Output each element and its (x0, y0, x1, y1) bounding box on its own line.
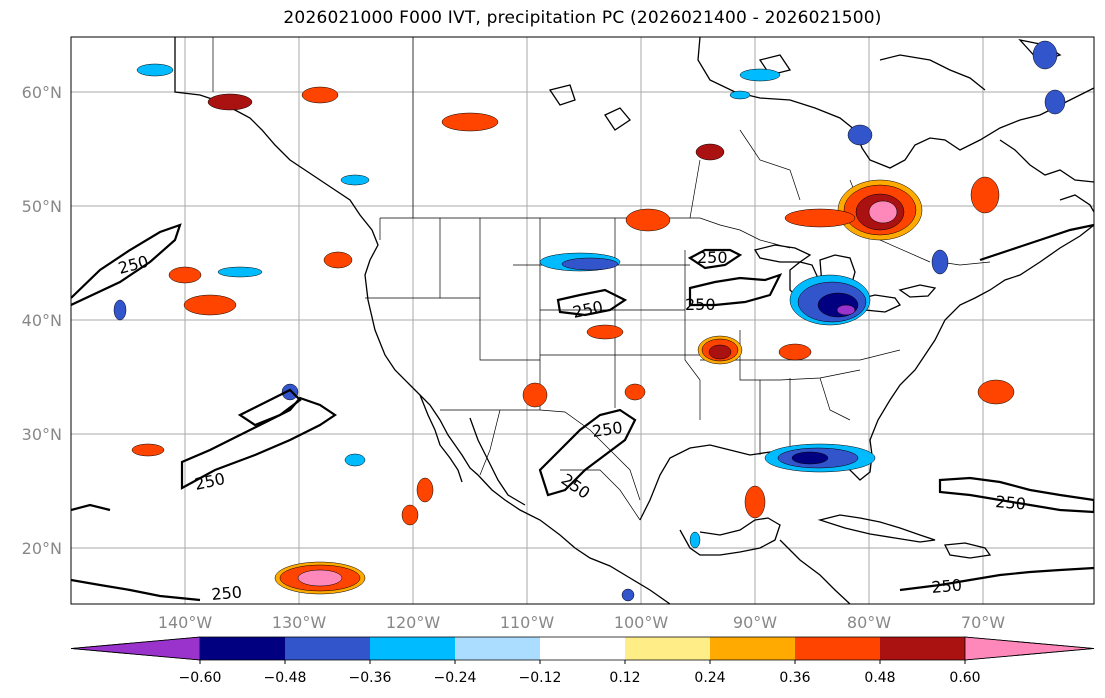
colorbar-box (455, 637, 540, 660)
contour-label: 250 (591, 418, 624, 441)
longitude-label: 100°W (614, 613, 669, 632)
colorbar-tick-label: −0.36 (349, 670, 392, 686)
colorbar-tick-label: −0.12 (519, 670, 562, 686)
longitude-label: 120°W (386, 613, 441, 632)
longitude-label: 140°W (158, 613, 213, 632)
map-frame (70, 36, 1095, 605)
map-title: 2026021000 F000 IVT, precipitation PC (2… (283, 8, 882, 28)
contour-label: 250 (685, 295, 716, 314)
colorbar-tick-label: −0.60 (179, 670, 222, 686)
colorbar-outline (70, 636, 1095, 661)
latitude-label: 60°N (22, 83, 62, 102)
colorbar-tick-label: 0.12 (609, 670, 640, 686)
map-figure: 250 250 250 250 250 250 250 250 250 250 … (22, 36, 1095, 632)
longitude-label: 80°W (847, 613, 891, 632)
latitude-label: 50°N (22, 197, 62, 216)
longitude-label: 90°W (733, 613, 777, 632)
graticule (71, 37, 1094, 604)
axis-labels: 140°W 130°W 120°W 110°W 100°W 90°W 80°W 70°W 60°… (22, 83, 1006, 632)
latitude-label: 30°N (22, 425, 62, 444)
colorbar-ticks: −0.60 −0.48 −0.36 −0.24 −0.12 0.12 0.24 0.36 0.4… (179, 660, 981, 686)
colorbar-tick-label: −0.24 (434, 670, 477, 686)
colorbar-extend-min (70, 636, 201, 661)
colorbar-boxes (70, 636, 1095, 661)
colorbar-tick-label: −0.48 (264, 670, 307, 686)
contour-label: 250 (211, 582, 243, 604)
colorbar-tick-label: 0.24 (694, 670, 725, 686)
colorbar-box (285, 637, 370, 660)
latitude-label: 20°N (22, 539, 62, 558)
colorbar-box (200, 637, 285, 660)
colorbar-extend-max (964, 636, 1095, 661)
contour-label: 250 (697, 248, 728, 267)
ivt-contours (71, 223, 1094, 602)
latitude-label: 40°N (22, 311, 62, 330)
longitude-label: 70°W (961, 613, 1005, 632)
longitude-label: 130°W (272, 613, 327, 632)
contour-label: 250 (931, 575, 963, 597)
colorbar-box (795, 637, 880, 660)
colorbar-box (540, 637, 625, 660)
colorbar-box (370, 637, 455, 660)
precip-anomaly-fields (113, 40, 1066, 602)
colorbar-box (710, 637, 795, 660)
colorbar-box (625, 637, 710, 660)
contour-label: 250 (995, 492, 1027, 514)
colorbar-tick-label: 0.48 (864, 670, 895, 686)
colorbar-tick-label: 0.36 (779, 670, 810, 686)
longitude-label: 110°W (500, 613, 555, 632)
colorbar-box (880, 637, 965, 660)
colorbar-tick-label: 0.60 (949, 670, 980, 686)
